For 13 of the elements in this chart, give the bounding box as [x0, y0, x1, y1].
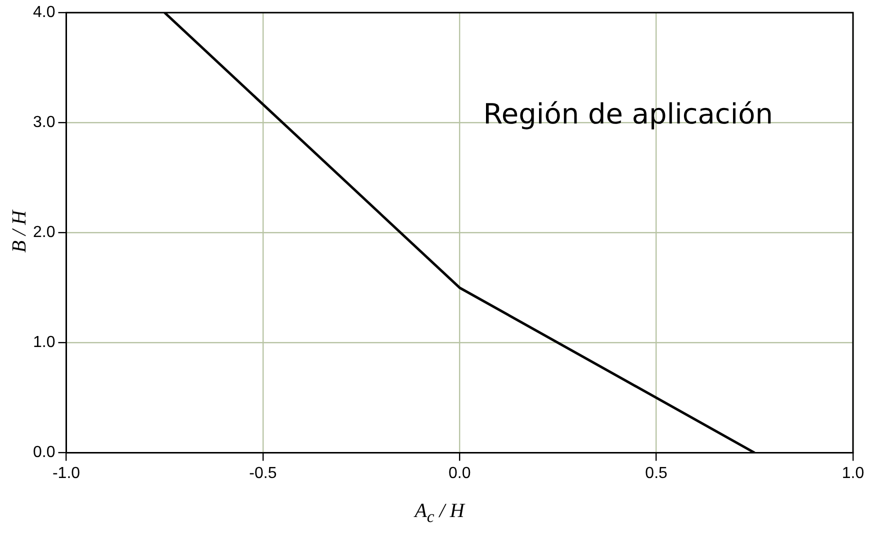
x-tick-label: 0.0	[448, 464, 471, 482]
y-tick-label: 4.0	[32, 4, 56, 22]
annotation: Región de aplicación	[483, 97, 773, 130]
y-tick-label: 3.0	[32, 114, 56, 132]
y-tick-label: 2.0	[32, 224, 56, 242]
x-tick-label: -0.5	[249, 464, 277, 482]
x-axis-title: A$_{c}$ / H	[412, 500, 466, 527]
x-tick-label: 1.0	[842, 464, 864, 482]
y-tick-label: 1.0	[32, 334, 56, 352]
x-tick-label: 0.5	[645, 464, 668, 482]
x-tick-label: -1.0	[52, 464, 80, 482]
y-axis-title: B / H	[8, 208, 32, 255]
y-tick-label: 0.0	[32, 444, 56, 462]
